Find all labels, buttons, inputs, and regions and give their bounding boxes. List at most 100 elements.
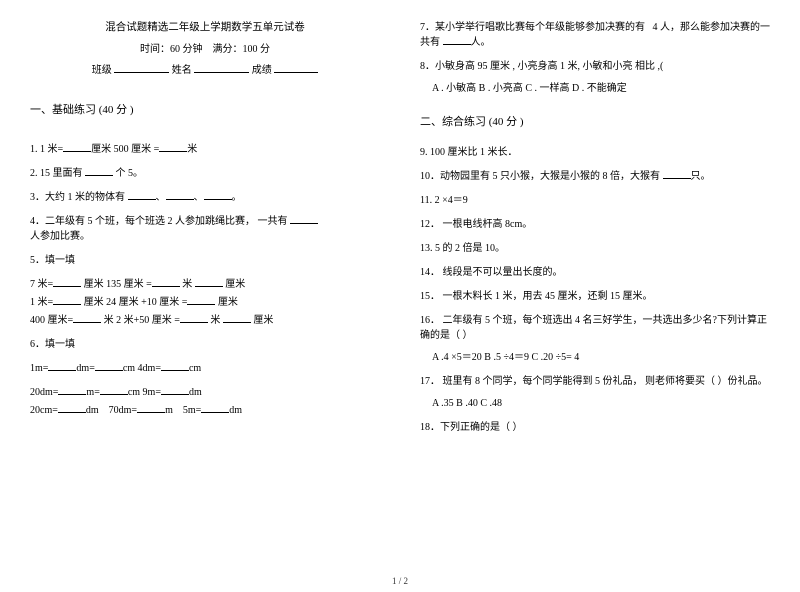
q6-b8 [137, 403, 165, 413]
q1-p1: 1 米= [40, 144, 63, 155]
q5-l3a: 400 厘米= [30, 315, 73, 326]
q4-p1: 二年级有 5 个班，每个班选 2 人参加跳绳比赛， 一共有 [45, 216, 288, 227]
q2-p2: 个 5。 [116, 168, 144, 179]
q5-b7 [180, 313, 208, 323]
q6-l1a: 1m= [30, 363, 48, 374]
q6-l2b: m= [86, 387, 99, 398]
question-5: 5．填一填 7 米= 厘米 135 厘米 = 米 厘米 1 米= 厘米 24 厘… [30, 253, 380, 328]
student-info-row: 班级 姓名 成绩 [30, 63, 380, 78]
q4-num: 4． [30, 216, 45, 227]
q4-p2: 人参加比赛。 [30, 231, 90, 242]
exam-timing: 时间：60 分钟 满分：100 分 [30, 42, 380, 57]
section-1-heading: 一、基础练习 (40 分 ) [30, 102, 380, 119]
q6-l1d: cm [189, 363, 201, 374]
question-3: 3．大约 1 米的物体有 、 、 。 [30, 190, 380, 205]
q5-l3b: 米 2 米+50 厘米 = [101, 315, 180, 326]
left-column: 混合试题精选二年级上学期数学五单元试卷 时间：60 分钟 满分：100 分 班级… [30, 20, 380, 550]
q10-p2: 只。 [691, 171, 711, 182]
class-label: 班级 [92, 65, 112, 76]
q2-blank [85, 166, 113, 176]
q1-blank1 [63, 142, 91, 152]
q7-blank [443, 35, 471, 45]
q3-blank3 [204, 190, 232, 200]
q5-num: 5． [30, 255, 45, 266]
q5-l1d: 厘米 [223, 279, 246, 290]
q17-p1: 17． 班里有 8 个同学，每个同学能得到 5 份礼品， 则老师将要买（ ）份礼… [420, 374, 770, 389]
q6-l3c: 70dm= [109, 405, 137, 416]
q6-l3b: dm [86, 405, 99, 416]
fullscore-label: 满分： [213, 44, 243, 55]
q6-l2c: cm 9m= [128, 387, 161, 398]
q5-b1 [53, 277, 81, 287]
q16-options: A .4 ×5＝20 B .5 ÷4＝9 C .20 ÷5= 4 [420, 350, 770, 365]
q7-p3: 人。 [471, 37, 491, 48]
q6-b7 [58, 403, 86, 413]
time-value: 60 分钟 [170, 44, 203, 55]
q1-blank2 [159, 142, 187, 152]
q5-b2 [152, 277, 180, 287]
question-17: 17． 班里有 8 个同学，每个同学能得到 5 份礼品， 则老师将要买（ ）份礼… [420, 374, 770, 411]
q6-l3a: 20cm= [30, 405, 58, 416]
class-blank [114, 63, 169, 73]
question-6: 6．填一填 1m= dm= cm 4dm= cm 20dm= m= cm 9m= dm 20… [30, 337, 380, 418]
q6-l1b: dm= [76, 363, 94, 374]
question-9: 9. 100 厘米比 1 米长． [420, 145, 770, 160]
q10-p1: 10．动物园里有 5 只小猴，大猴是小猴的 8 倍，大猴有 [420, 171, 660, 182]
q5-b8 [223, 313, 251, 323]
question-15: 15． 一根木料长 1 米，用去 45 厘米，还剩 15 厘米。 [420, 289, 770, 304]
page: 混合试题精选二年级上学期数学五单元试卷 时间：60 分钟 满分：100 分 班级… [0, 0, 800, 560]
q6-b1 [48, 361, 76, 371]
q7-num: 7． [420, 22, 435, 33]
question-8: 8．小敏身高 95 厘米 , 小亮身高 1 米, 小敏和小亮 相比 ,( A .… [420, 59, 770, 96]
q3-blank1 [128, 190, 156, 200]
q3-num: 3． [30, 192, 45, 203]
question-10: 10．动物园里有 5 只小猴，大猴是小猴的 8 倍，大猴有 只。 [420, 169, 770, 184]
q16-p1: 16． 二年级有 5 个班，每个班选出 4 名三好学生，一共选出多少名?下列计算… [420, 313, 770, 343]
q5-b6 [73, 313, 101, 323]
q6-b4 [58, 385, 86, 395]
question-4: 4．二年级有 5 个班，每个班选 2 人参加跳绳比赛， 一共有 人参加比赛。 [30, 214, 380, 244]
score-label: 成绩 [252, 65, 272, 76]
q6-l3e: 5m= [183, 405, 201, 416]
q5-b3 [195, 277, 223, 287]
section-2-heading: 二、综合练习 (40 分 ) [420, 114, 770, 131]
q2-p1: 15 里面有 [40, 168, 83, 179]
name-label: 姓名 [172, 65, 192, 76]
question-14: 14． 线段是不可以量出长度的。 [420, 265, 770, 280]
q5-l2c: 厘米 [215, 297, 238, 308]
q5-l1c: 米 [180, 279, 195, 290]
q8-num: 8． [420, 61, 435, 72]
q3-p1: 大约 1 米的物体有 [45, 192, 125, 203]
q5-title: 填一填 [45, 255, 75, 266]
question-1: 1. 1 米=厘米 500 厘米 =米 [30, 142, 380, 157]
q6-b9 [201, 403, 229, 413]
q5-l1a: 7 米= [30, 279, 53, 290]
q5-l3c: 米 [208, 315, 223, 326]
q6-title: 填一填 [45, 339, 75, 350]
q1-num: 1. [30, 144, 40, 155]
q5-l1b: 厘米 135 厘米 = [81, 279, 152, 290]
q3-blank2 [166, 190, 194, 200]
q6-l1c: cm 4dm= [123, 363, 161, 374]
question-11: 11. 2 ×4＝9 [420, 193, 770, 208]
q6-b2 [95, 361, 123, 371]
q5-b4 [53, 295, 81, 305]
q6-l2a: 20dm= [30, 387, 58, 398]
q6-b3 [161, 361, 189, 371]
right-column: 7．某小学举行唱歌比赛每个年级能够参加决赛的有 4 人，那么能参加决赛的一共有 … [420, 20, 770, 550]
q10-blank [663, 169, 691, 179]
q6-b5 [100, 385, 128, 395]
q7-p1: 某小学举行唱歌比赛每个年级能够参加决赛的有 [435, 22, 645, 33]
q5-l2a: 1 米= [30, 297, 53, 308]
q3-sep1: 、 [156, 192, 166, 203]
q3-end: 。 [232, 192, 242, 203]
q5-l2b: 厘米 24 厘米 +10 厘米 = [81, 297, 187, 308]
q6-num: 6． [30, 339, 45, 350]
q8-p1: 小敏身高 95 厘米 , 小亮身高 1 米, 小敏和小亮 相比 ,( [435, 61, 663, 72]
page-footer: 1 / 2 [0, 576, 800, 586]
q8-options: A . 小敏高 B . 小亮高 C . 一样高 D . 不能确定 [420, 81, 770, 96]
score-blank [274, 63, 318, 73]
q3-sep2: 、 [194, 192, 204, 203]
q1-p2: 厘米 500 厘米 = [91, 144, 159, 155]
question-16: 16． 二年级有 5 个班，每个班选出 4 名三好学生，一共选出多少名?下列计算… [420, 313, 770, 365]
